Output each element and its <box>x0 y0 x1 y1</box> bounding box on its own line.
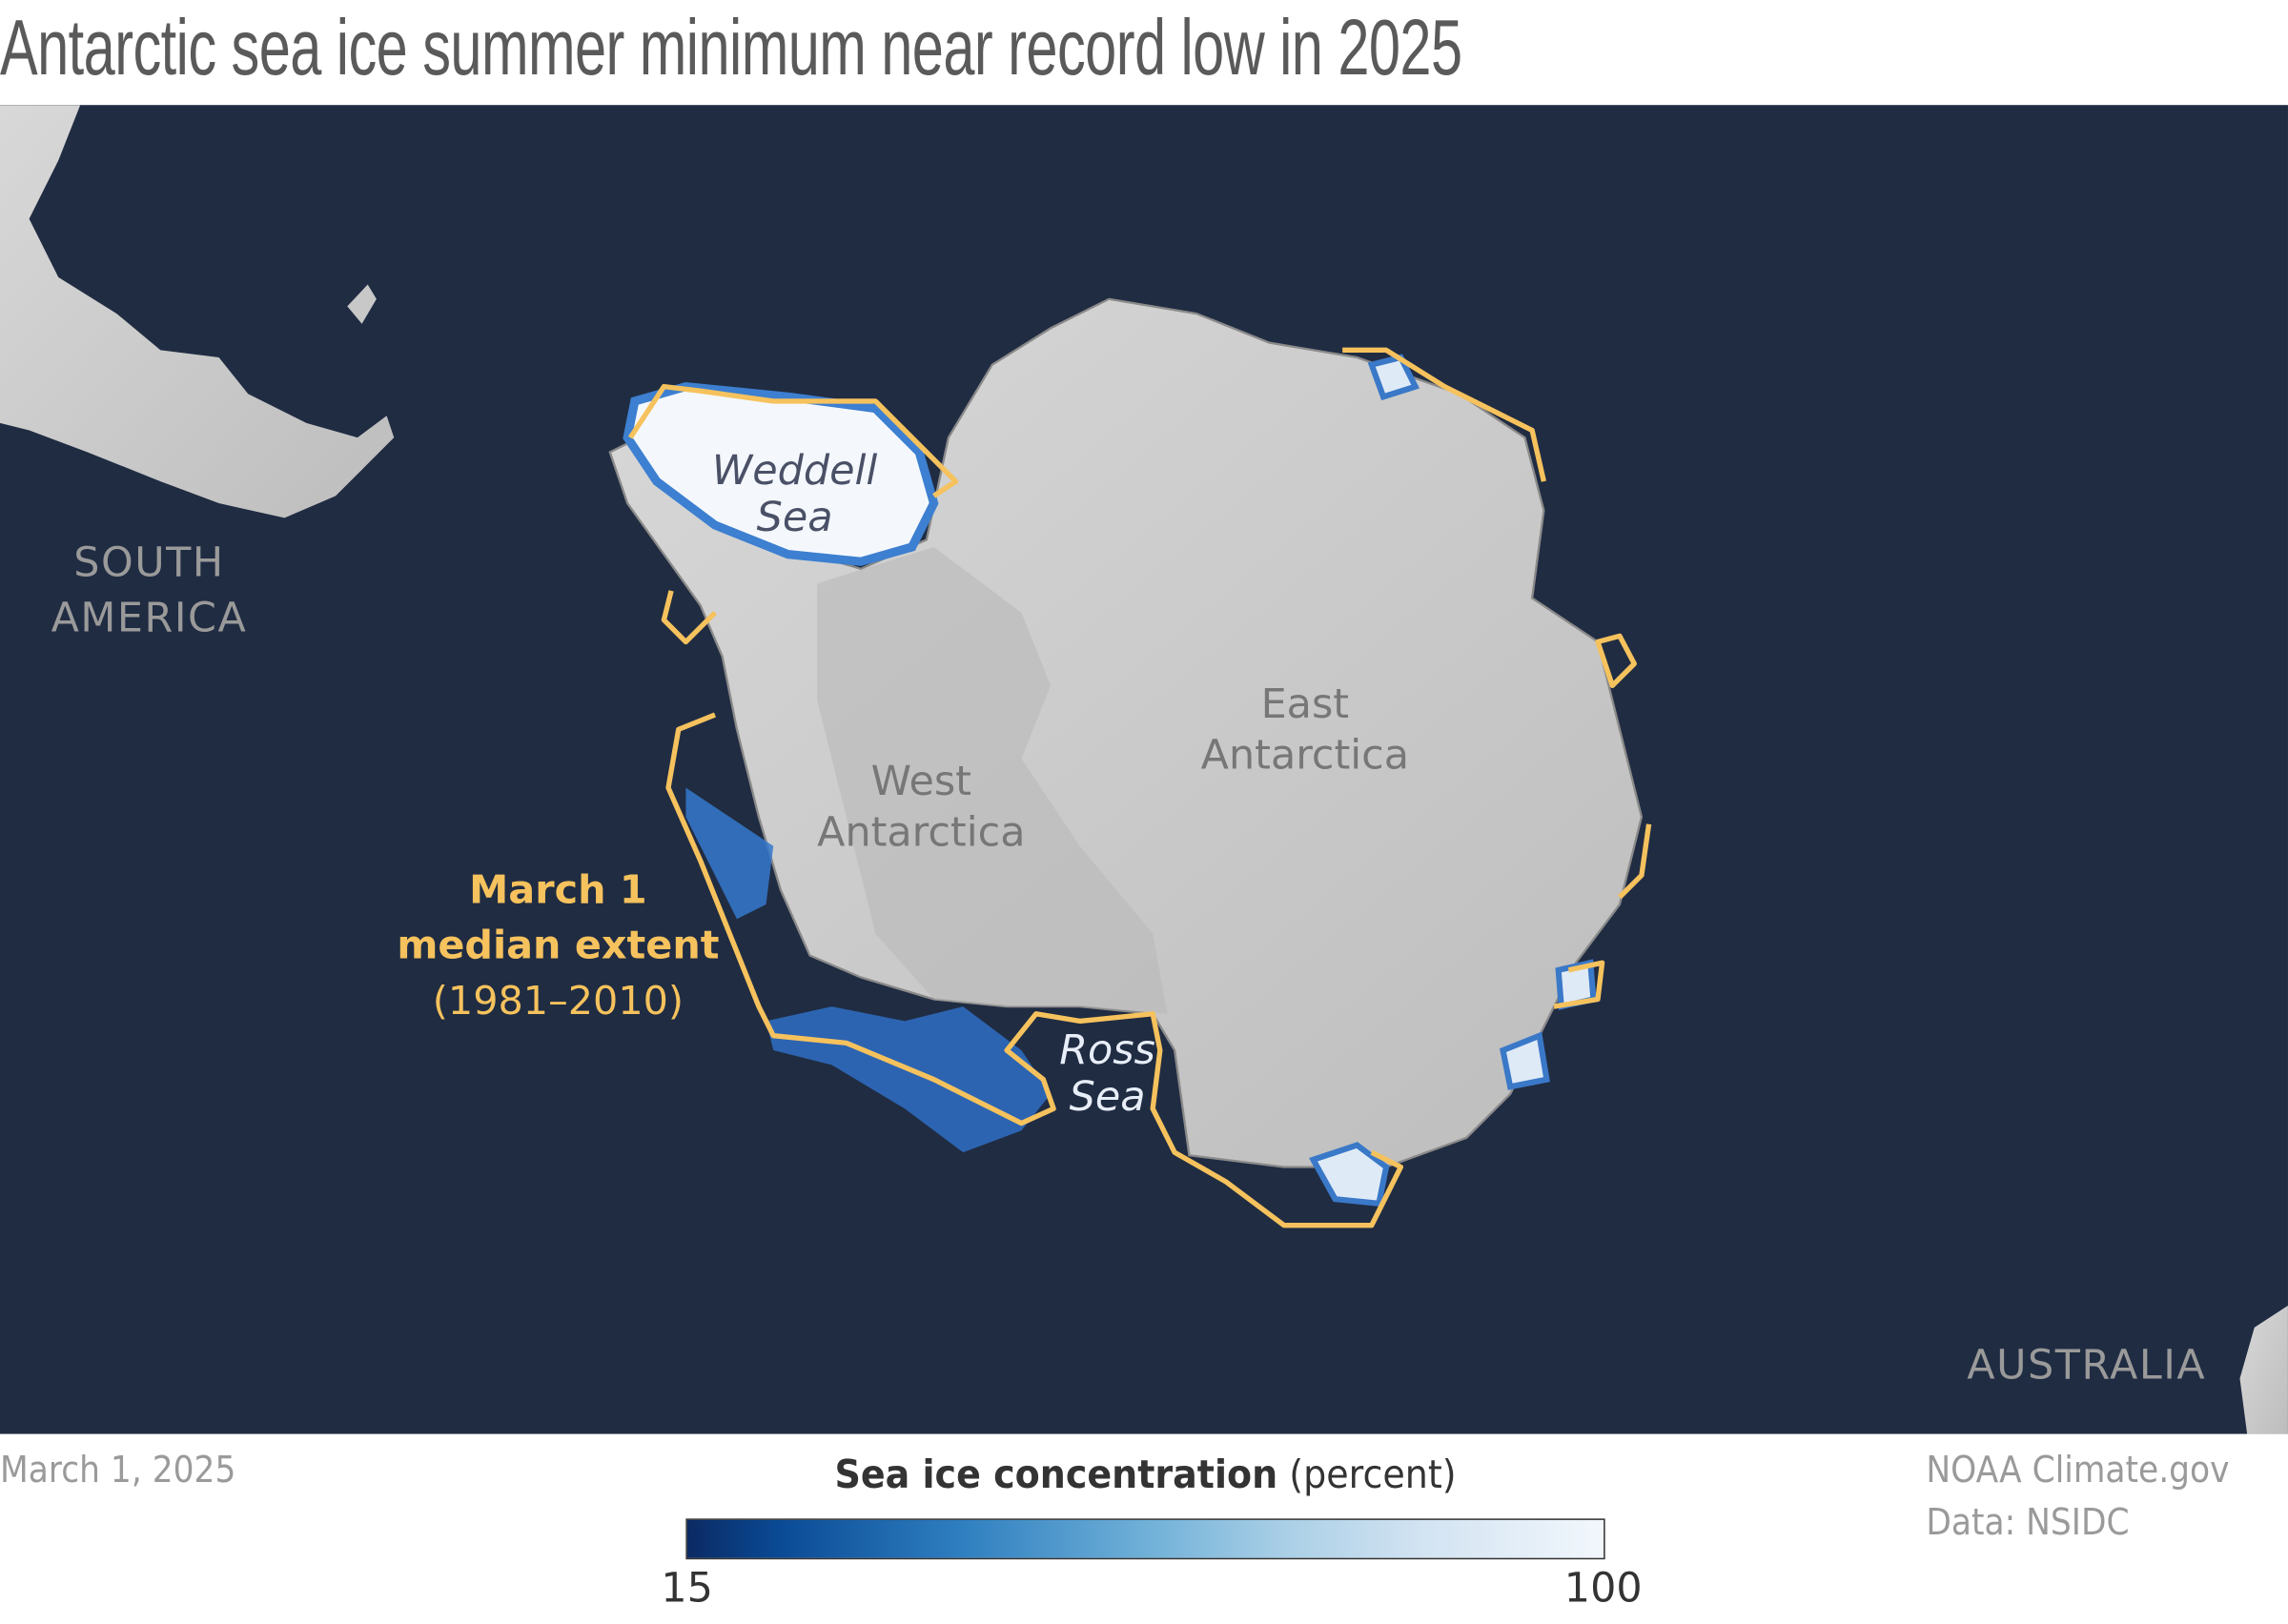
australia-label: AUSTRALIA <box>1967 1340 2207 1390</box>
median-extent-line <box>1553 960 1605 1009</box>
south-america-landmass <box>0 105 395 518</box>
australia-landmass <box>2239 1305 2288 1434</box>
legend-color-bar <box>685 1518 1605 1560</box>
amundsen-bellingshausen-sea-ice <box>766 1006 1052 1153</box>
label-line: Antarctica <box>817 807 1026 857</box>
date-label: March 1, 2025 <box>0 1448 236 1492</box>
label-line: Sea <box>756 493 833 541</box>
east-antarctica-sea-ice <box>1309 1142 1390 1208</box>
median-extent-line <box>1342 347 1546 482</box>
weddell-sea-ice <box>623 381 939 566</box>
median-extent-line <box>627 383 959 498</box>
legend-min-label: 15 <box>661 1563 713 1613</box>
label-line: West <box>870 757 971 805</box>
legend-max-label: 100 <box>1563 1563 1643 1613</box>
east-antarctica-label: East Antarctica <box>1201 679 1409 781</box>
east-antarctica-sea-ice <box>1367 354 1420 401</box>
chart-title: Antarctic sea ice summer minimum near re… <box>0 4 1462 92</box>
credit-noaa: NOAA Climate.gov <box>1926 1448 2230 1492</box>
label-line: SOUTH <box>73 538 225 587</box>
label-line: East <box>1260 680 1350 728</box>
label-line: Ross <box>1059 1025 1155 1074</box>
west-antarctica-ice-shelf <box>817 546 1168 1014</box>
east-antarctica-sea-ice <box>1500 1031 1550 1090</box>
south-america-label: SOUTH AMERICA <box>51 536 248 646</box>
ross-sea-label: Ross Sea <box>1059 1025 1155 1121</box>
label-line: Weddell <box>711 446 878 495</box>
peninsula-sea-ice <box>685 787 774 920</box>
label-line: (1981–2010) <box>432 979 684 1025</box>
label-line: AMERICA <box>51 593 248 642</box>
label-line: median extent <box>397 923 720 969</box>
label-line: Antarctica <box>1200 730 1410 780</box>
credit-data: Data: NSIDC <box>1926 1500 2130 1544</box>
map-graphics <box>0 105 2288 1434</box>
label-line: Sea <box>1069 1071 1146 1121</box>
median-extent-line <box>1618 823 1652 900</box>
label-line: March 1 <box>469 867 647 914</box>
median-extent-line <box>665 712 1404 1228</box>
legend-title: Sea ice concentration (percent) <box>723 1452 1568 1497</box>
weddell-sea-label: Weddell Sea <box>711 446 878 541</box>
legend-title-bold: Sea ice concentration <box>834 1452 1278 1498</box>
sea-ice-map: SOUTH AMERICA AUSTRALIA Weddell Sea Ross… <box>0 105 2288 1434</box>
island <box>347 284 377 324</box>
median-extent-line <box>1595 633 1637 689</box>
west-antarctica-label: West Antarctica <box>817 756 1025 858</box>
median-extent-label: March 1 median extent (1981–2010) <box>397 863 719 1029</box>
median-extent-line <box>661 590 717 645</box>
legend-title-unit: (percent) <box>1289 1452 1457 1498</box>
